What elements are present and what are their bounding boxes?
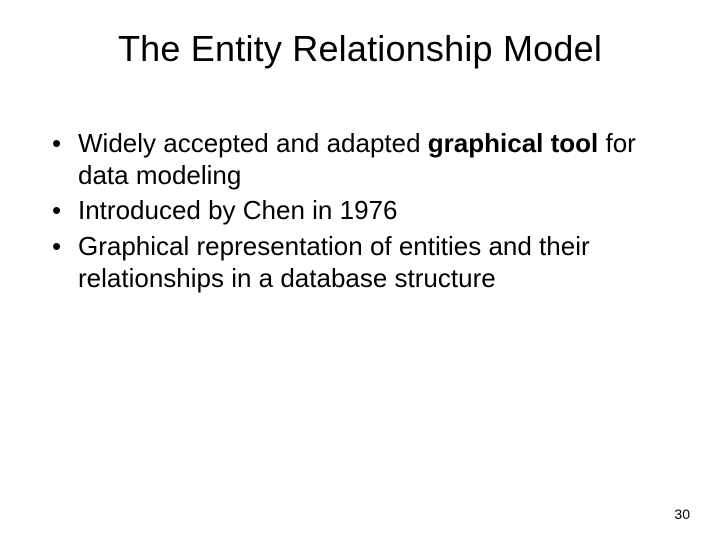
- bullet-item: Widely accepted and adapted graphical to…: [48, 128, 680, 191]
- page-number: 30: [674, 506, 690, 522]
- bullet-text-pre: Graphical representation of entities and…: [78, 231, 590, 293]
- bullet-item: Introduced by Chen in 1976: [48, 195, 680, 227]
- bullet-text-pre: Widely accepted and adapted: [78, 128, 428, 158]
- bullet-list: Widely accepted and adapted graphical to…: [48, 128, 680, 295]
- bullet-text-bold: graphical tool: [428, 128, 598, 158]
- slide-content: Widely accepted and adapted graphical to…: [40, 128, 680, 295]
- bullet-item: Graphical representation of entities and…: [48, 231, 680, 294]
- bullet-text-pre: Introduced by Chen in 1976: [78, 195, 397, 225]
- slide-title: The Entity Relationship Model: [40, 28, 680, 70]
- slide-container: The Entity Relationship Model Widely acc…: [0, 0, 720, 540]
